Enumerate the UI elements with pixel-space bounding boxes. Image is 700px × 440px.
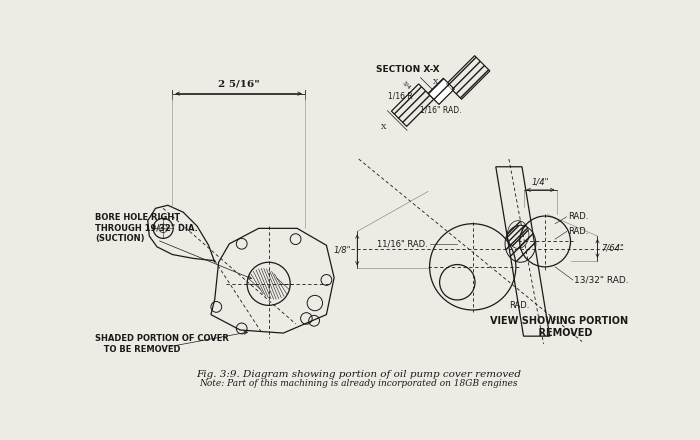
Text: 1/16" RAD.: 1/16" RAD.	[420, 105, 462, 114]
Text: SECTION X-X: SECTION X-X	[376, 65, 440, 74]
Text: 1/8": 1/8"	[333, 246, 351, 254]
Text: Note: Part of this machining is already incorporated on 18GB engines: Note: Part of this machining is already …	[199, 379, 518, 389]
Text: BORE HOLE RIGHT
THROUGH 19/32" DIA.
(SUCTION): BORE HOLE RIGHT THROUGH 19/32" DIA. (SUC…	[95, 213, 198, 243]
Polygon shape	[428, 78, 454, 104]
Polygon shape	[447, 56, 490, 99]
Polygon shape	[211, 228, 334, 333]
Text: RAD.: RAD.	[568, 227, 589, 236]
Text: 3/4: 3/4	[401, 80, 412, 91]
Text: VIEW SHOWING PORTION
    REMOVED: VIEW SHOWING PORTION REMOVED	[490, 316, 628, 338]
Polygon shape	[391, 84, 434, 126]
Text: Fig. 3:9. Diagram showing portion of oil pump cover removed: Fig. 3:9. Diagram showing portion of oil…	[196, 370, 522, 379]
Text: RAD.: RAD.	[568, 213, 589, 221]
Text: 2 5/16": 2 5/16"	[218, 79, 260, 88]
Text: 1/16 R: 1/16 R	[388, 92, 413, 100]
Text: 7/64": 7/64"	[601, 244, 624, 253]
Text: 11/16" RAD.: 11/16" RAD.	[377, 239, 428, 248]
Polygon shape	[496, 167, 550, 336]
Text: X: X	[433, 78, 438, 86]
Text: RAD.: RAD.	[509, 301, 529, 310]
Polygon shape	[148, 205, 215, 262]
Text: 13/32" RAD.: 13/32" RAD.	[574, 275, 629, 284]
Text: 1/4": 1/4"	[532, 177, 550, 186]
Text: X: X	[381, 123, 386, 131]
Text: SHADED PORTION OF COVER
   TO BE REMOVED: SHADED PORTION OF COVER TO BE REMOVED	[95, 334, 230, 354]
